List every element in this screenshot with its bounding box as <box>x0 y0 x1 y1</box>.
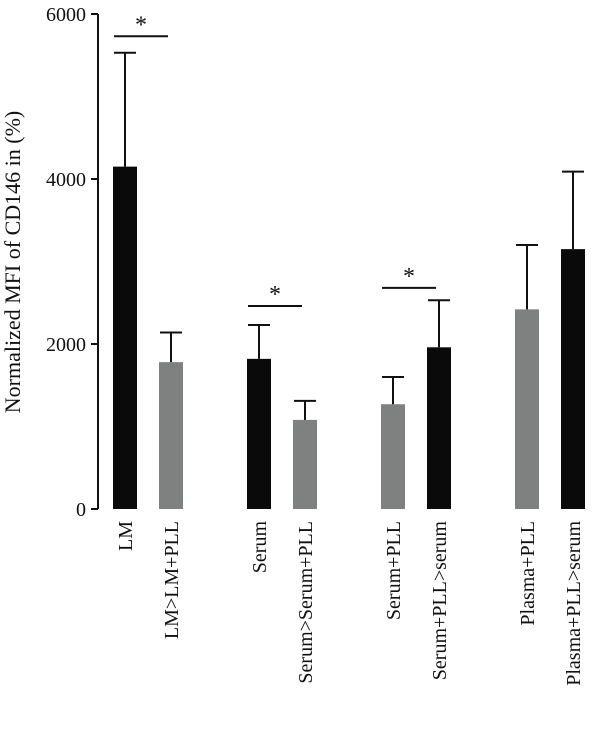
bar <box>159 362 183 509</box>
y-tick-label: 2000 <box>46 334 86 356</box>
bar <box>247 358 271 509</box>
bar <box>561 249 585 509</box>
significance-markers: * * * <box>114 12 436 308</box>
x-category-label: Plasma+PLL <box>517 521 539 626</box>
significance-star: * <box>403 264 415 290</box>
y-tick-label: 6000 <box>46 4 86 26</box>
x-category-label: Serum+PLL <box>383 521 405 620</box>
y-tick-label: 0 <box>76 499 86 521</box>
axes: 0 2000 4000 6000 <box>46 4 99 521</box>
x-category-label: Serum>Serum+PLL <box>295 521 317 684</box>
y-axis-title: Normalized MFI of CD146 in (%) <box>0 111 25 413</box>
x-category-label: LM>LM+PLL <box>161 521 183 639</box>
x-category-label: Plasma+PLL>serum <box>563 521 585 686</box>
bar <box>427 347 451 509</box>
x-category-label: Serum+PLL>serum <box>429 521 451 681</box>
bar <box>381 404 405 509</box>
bar <box>293 419 317 509</box>
bars <box>113 166 585 509</box>
x-category-label: LM <box>115 521 137 551</box>
significance-star: * <box>269 282 281 308</box>
x-category-label: Serum <box>249 521 271 574</box>
bar <box>113 166 137 509</box>
bar <box>515 309 539 509</box>
significance-star: * <box>135 12 147 38</box>
y-tick-label: 4000 <box>46 169 86 191</box>
error-bars <box>114 51 584 420</box>
category-labels: LM LM>LM+PLL Serum Serum>Serum+PLL Serum+PLL… <box>115 521 585 686</box>
